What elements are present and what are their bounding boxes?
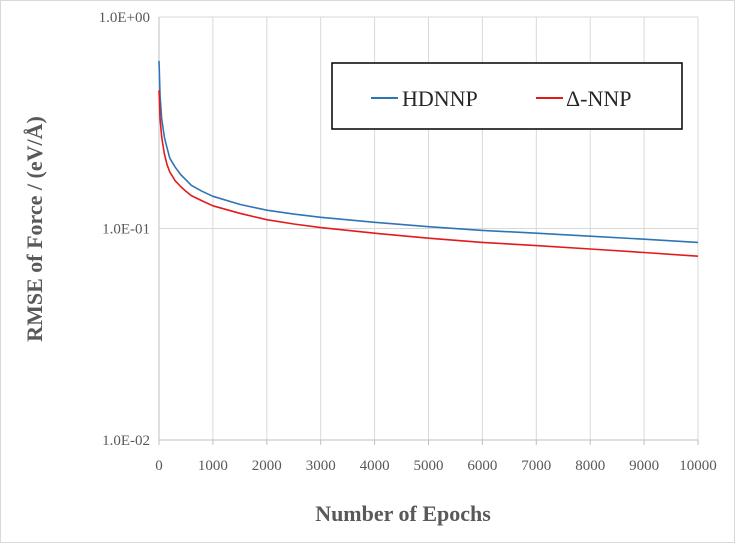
legend: HDNNP Δ-NNP bbox=[331, 62, 683, 130]
x-tick-label: 6000 bbox=[467, 458, 497, 474]
legend-label-hdnnp: HDNNP bbox=[402, 86, 478, 111]
axes bbox=[158, 17, 699, 445]
x-tick-label: 5000 bbox=[414, 458, 444, 474]
series-line-delta-nnp bbox=[158, 90, 699, 257]
legend-label-delta-nnp: Δ-NNP bbox=[566, 86, 631, 111]
x-tick-label: 3000 bbox=[306, 458, 336, 474]
y-tick-label: 1.0E-01 bbox=[102, 222, 150, 238]
x-tick-label: 10000 bbox=[679, 458, 717, 474]
y-tick-label: 1.0E+00 bbox=[99, 10, 150, 26]
x-tick-label: 7000 bbox=[521, 458, 551, 474]
x-tick-label: 0 bbox=[155, 458, 163, 474]
series-line-hdnnp bbox=[158, 60, 699, 244]
y-tick-label: 1.0E-02 bbox=[102, 433, 150, 449]
x-tick-label: 1000 bbox=[198, 458, 228, 474]
legend-box bbox=[331, 62, 683, 130]
x-axis-title: Number of Epochs bbox=[315, 501, 491, 526]
x-tick-label: 2000 bbox=[252, 458, 282, 474]
x-tick-label: 4000 bbox=[360, 458, 390, 474]
series-lines bbox=[158, 60, 699, 257]
x-tick-label: 9000 bbox=[629, 458, 659, 474]
y-axis-title: RMSE of Force / (eV/Å) bbox=[22, 116, 47, 342]
tick-labels: 0 1000 2000 3000 4000 5000 6000 7000 8000 9000 100… bbox=[99, 10, 717, 474]
x-tick-label: 8000 bbox=[575, 458, 605, 474]
